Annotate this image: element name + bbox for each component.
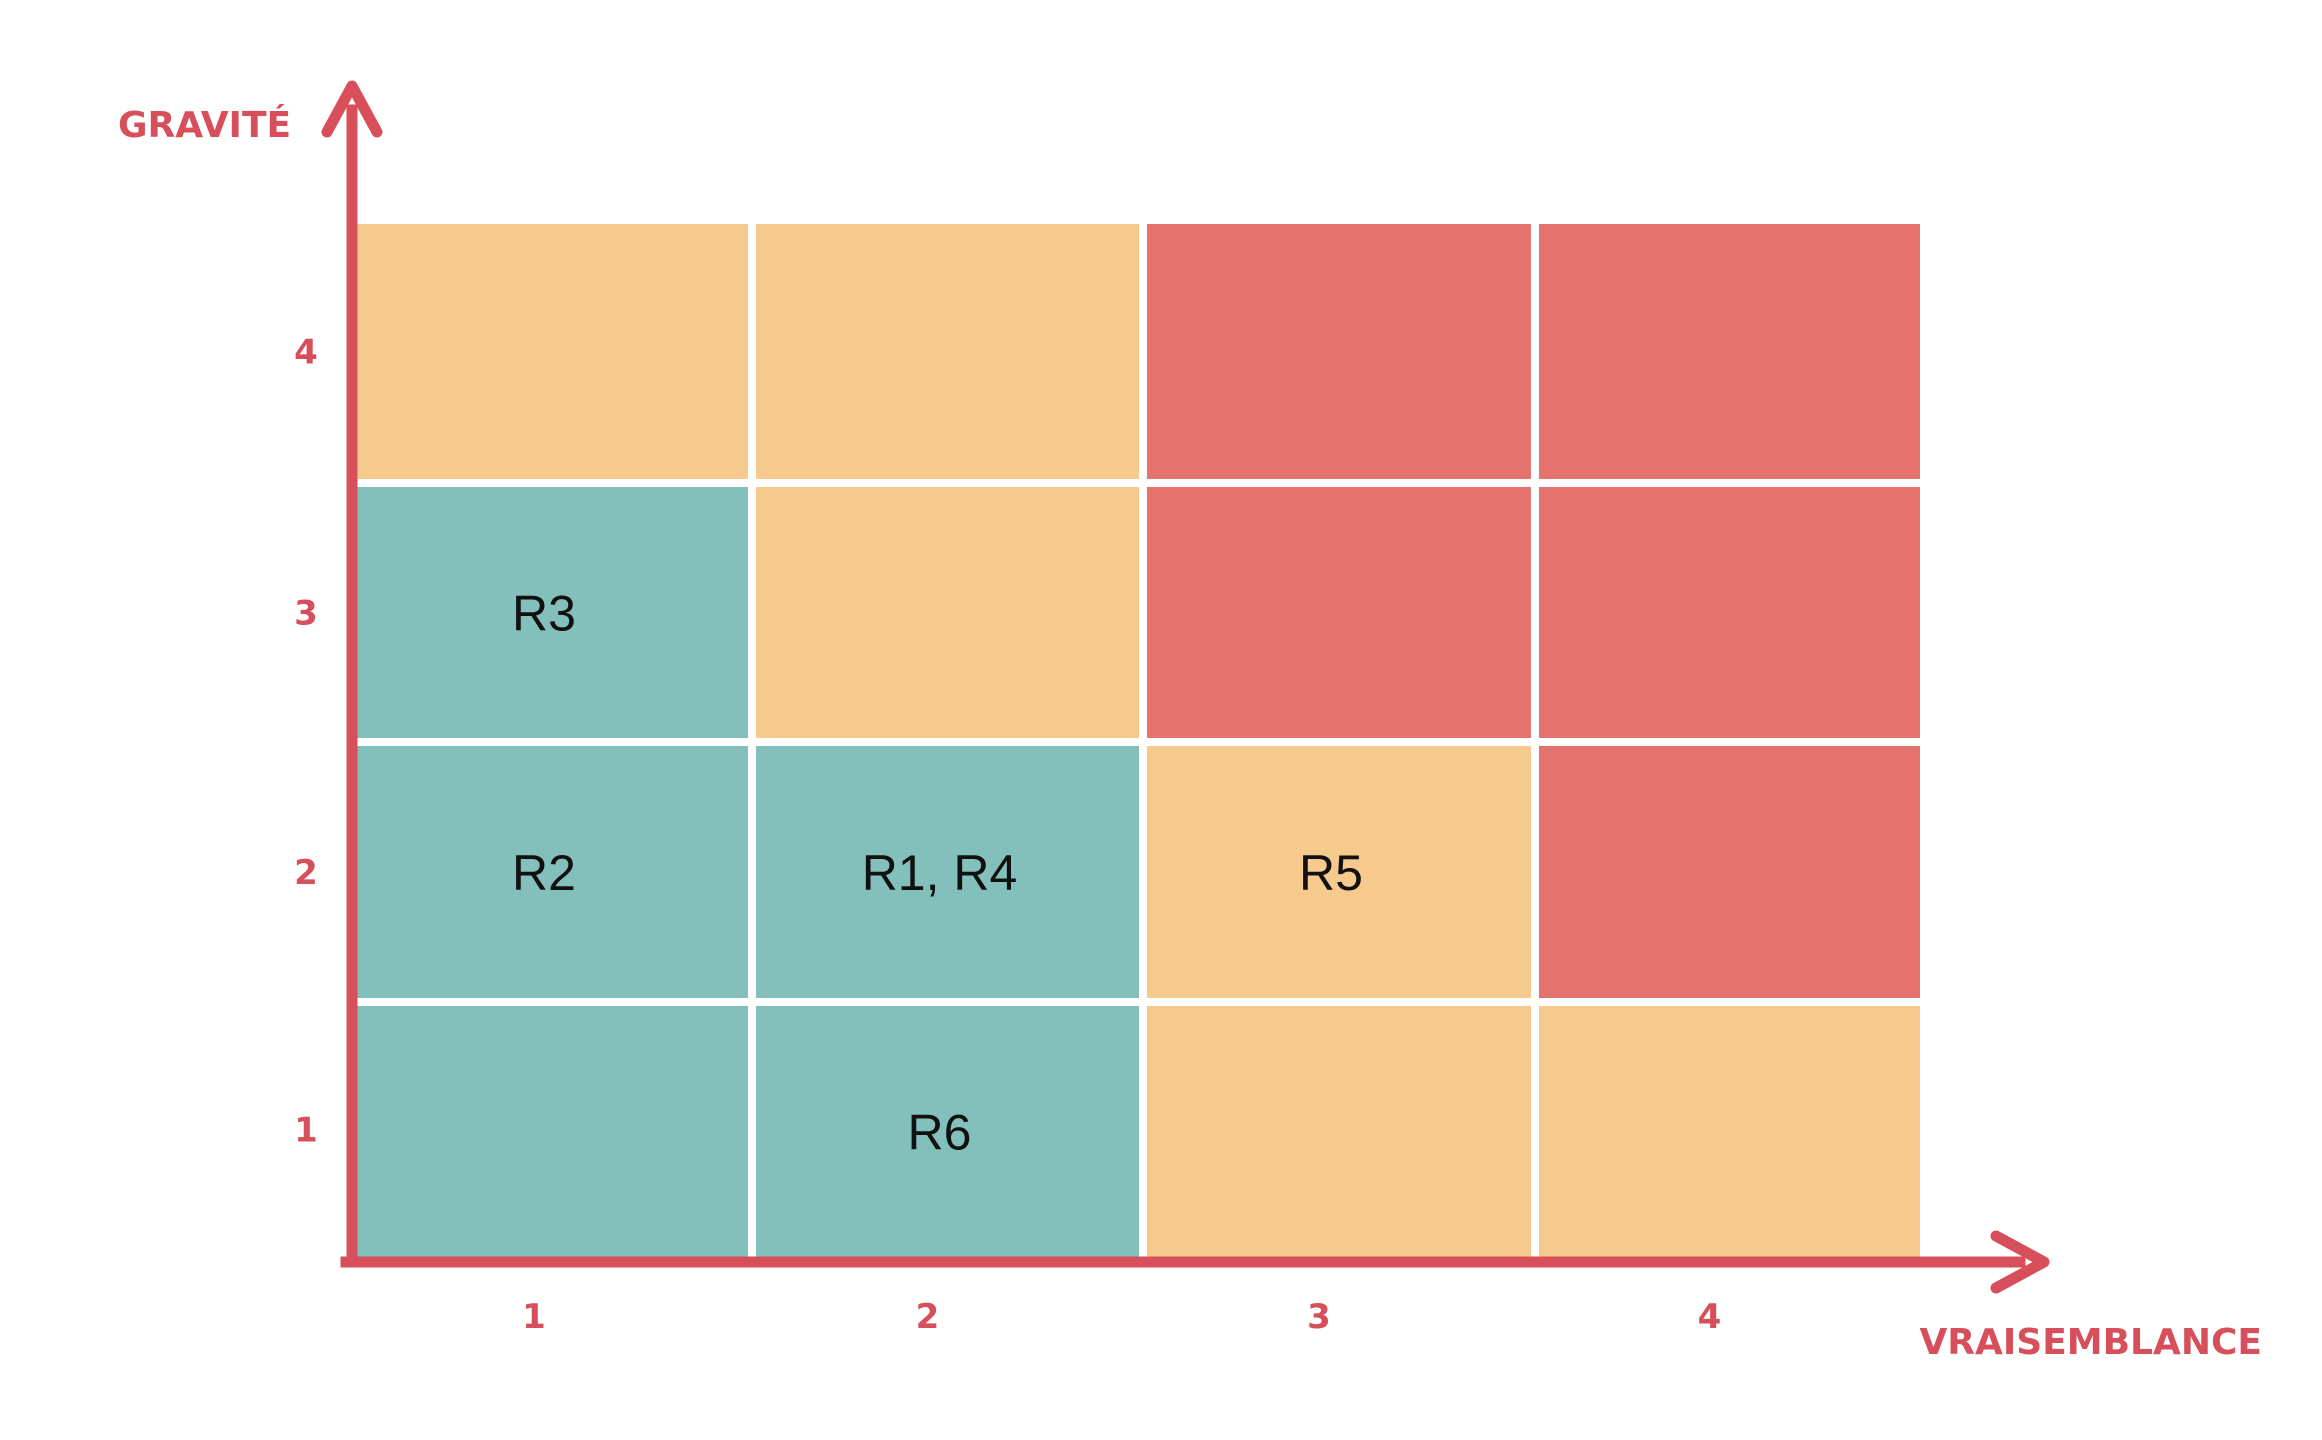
matrix-cell-x3-y4 xyxy=(1147,224,1531,479)
risk-label: R3 xyxy=(512,586,576,642)
y-axis-arrow xyxy=(321,80,383,138)
matrix-cell-x4-y4 xyxy=(1539,224,1920,479)
matrix-cell-x4-y1 xyxy=(1539,1006,1920,1257)
x-tick-label: 1 xyxy=(522,1297,546,1337)
risk-label: R5 xyxy=(1299,845,1363,901)
y-tick-label: 3 xyxy=(294,594,318,634)
x-tick-label: 2 xyxy=(916,1297,940,1337)
y-tick-label: 4 xyxy=(294,333,318,373)
matrix-cell-x3-y1 xyxy=(1147,1006,1531,1257)
matrix-cell-x1-y2 xyxy=(356,746,748,998)
matrix-cell-x4-y3 xyxy=(1539,487,1920,738)
y-tick-label: 2 xyxy=(294,853,318,893)
risk-label: R2 xyxy=(512,845,576,901)
matrix-cell-x4-y2 xyxy=(1539,746,1920,998)
matrix-cell-x1-y3 xyxy=(356,487,748,738)
risk-label: R1, R4 xyxy=(862,845,1018,901)
x-tick-label: 4 xyxy=(1698,1297,1722,1337)
matrix-cell-x1-y1 xyxy=(356,1006,748,1257)
risk-label: R6 xyxy=(908,1105,972,1161)
x-axis-arrow xyxy=(1990,1230,2050,1294)
axes xyxy=(321,80,2050,1294)
matrix-cell-x3-y3 xyxy=(1147,487,1531,738)
tick-labels: 1 2 3 4 1 2 3 4 xyxy=(294,333,1721,1338)
matrix-cell-x3-y2 xyxy=(1147,746,1531,998)
matrix-cell-x2-y1 xyxy=(756,1006,1139,1257)
y-tick-label: 1 xyxy=(294,1111,318,1151)
matrix-cell-x1-y4 xyxy=(356,224,748,479)
matrix-cell-x2-y4 xyxy=(756,224,1139,479)
x-axis-title: VRAISEMBLANCE xyxy=(1919,1322,2262,1363)
y-axis-title: GRAVITÉ xyxy=(118,104,291,146)
matrix-cell-x2-y3 xyxy=(756,487,1139,738)
matrix-cells: R3 R2 R1, R4 R5 R6 xyxy=(356,224,1920,1257)
matrix-cell-x2-y2 xyxy=(756,746,1139,998)
x-tick-label: 3 xyxy=(1307,1297,1331,1337)
